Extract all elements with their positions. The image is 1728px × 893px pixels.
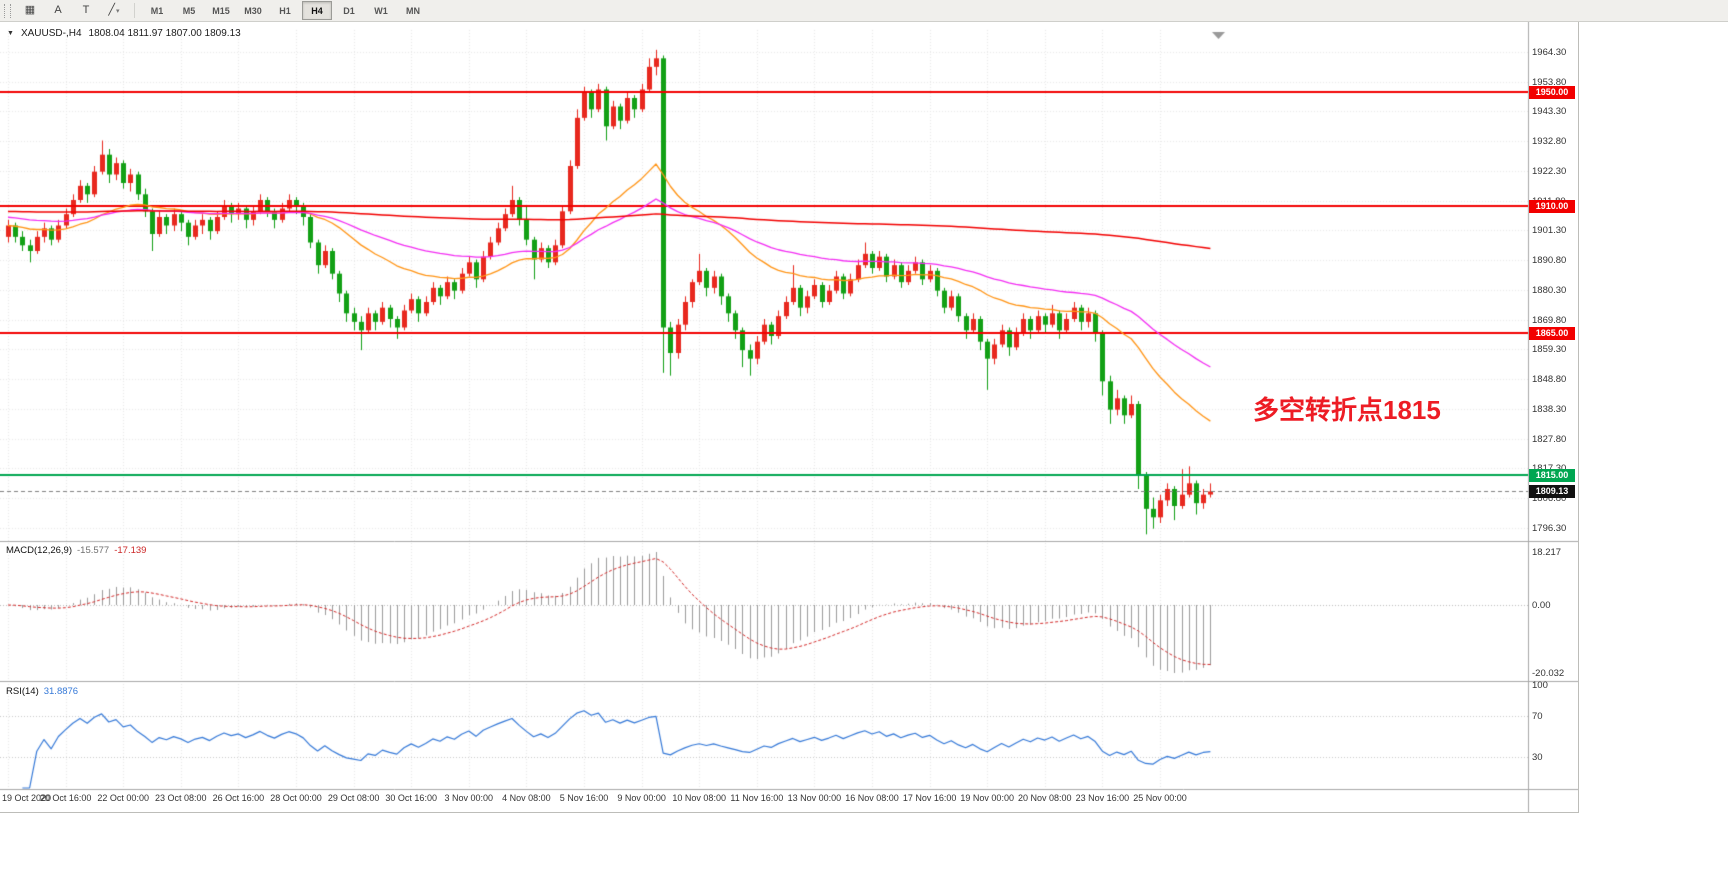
timeframe-group: M1 M5 M15 M30 H1 H4 D1 W1 MN — [141, 1, 429, 20]
timeframe-w1-button[interactable]: W1 — [374, 5, 388, 16]
trendline-icon: ╱ — [108, 4, 116, 16]
timeframe-m30-button[interactable]: M30 — [244, 5, 262, 16]
timeframe-h4-button[interactable]: H4 — [302, 1, 332, 20]
chart-tools-group: ▦ A T ╱ ▾ — [16, 1, 128, 21]
toolbar-grip[interactable] — [4, 3, 11, 18]
timeframe-m15-button[interactable]: M15 — [212, 5, 230, 16]
price-chart-canvas[interactable] — [0, 22, 1578, 812]
timeframe-mn-button[interactable]: MN — [406, 5, 420, 16]
new-chart-icon: ▦ — [24, 4, 36, 16]
timeframe-h1-button[interactable]: H1 — [279, 5, 291, 16]
new-chart-button[interactable]: ▦ — [16, 1, 44, 21]
cursor-icon: A — [54, 4, 62, 16]
chart-window: ▼ XAUUSD-,H4 1808.04 1811.97 1807.00 180… — [0, 22, 1579, 813]
timeframe-d1-button[interactable]: D1 — [343, 5, 355, 16]
text-label-button[interactable]: T — [72, 1, 100, 21]
text-label-icon: T — [82, 4, 90, 16]
timeframe-m1-button[interactable]: M1 — [150, 5, 164, 16]
timeframe-m5-button[interactable]: M5 — [182, 5, 196, 16]
top-toolbar: ▦ A T ╱ ▾ M1 M5 M15 M30 H1 H4 D1 W1 MN — [0, 0, 1728, 22]
toolbar-separator — [134, 3, 135, 18]
trendline-button[interactable]: ╱ ▾ — [100, 1, 128, 21]
chevron-down-icon: ▾ — [116, 7, 120, 15]
cursor-button[interactable]: A — [44, 1, 72, 21]
